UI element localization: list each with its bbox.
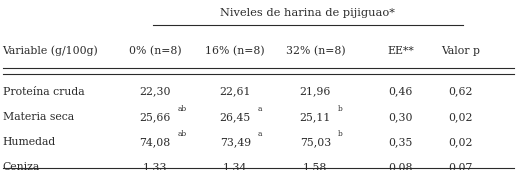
Text: 0,30: 0,30 xyxy=(388,112,413,122)
Text: 1,58: 1,58 xyxy=(303,162,328,170)
Text: 26,45: 26,45 xyxy=(220,112,251,122)
Text: 16% (n=8): 16% (n=8) xyxy=(205,46,265,56)
Text: a: a xyxy=(258,130,262,138)
Text: a: a xyxy=(258,105,262,113)
Text: ab: ab xyxy=(178,105,187,113)
Text: 22,30: 22,30 xyxy=(140,87,171,97)
Text: 1,33: 1,33 xyxy=(143,162,168,170)
Text: 21,96: 21,96 xyxy=(300,87,331,97)
Text: ab: ab xyxy=(178,130,187,138)
Text: Materia seca: Materia seca xyxy=(3,112,74,122)
Text: 74,08: 74,08 xyxy=(140,137,171,147)
Text: 0,35: 0,35 xyxy=(388,137,413,147)
Text: 73,49: 73,49 xyxy=(220,137,251,147)
Text: 0,02: 0,02 xyxy=(448,137,473,147)
Text: 75,03: 75,03 xyxy=(300,137,331,147)
Text: 32% (n=8): 32% (n=8) xyxy=(285,46,345,56)
Text: 25,11: 25,11 xyxy=(300,112,331,122)
Text: 0,46: 0,46 xyxy=(388,87,413,97)
Text: 0% (n=8): 0% (n=8) xyxy=(129,46,181,56)
Text: Niveles de harina de pijiguao*: Niveles de harina de pijiguao* xyxy=(220,8,395,18)
Text: 25,66: 25,66 xyxy=(140,112,171,122)
Text: 1,34: 1,34 xyxy=(223,162,248,170)
Text: Humedad: Humedad xyxy=(3,137,56,147)
Text: EE**: EE** xyxy=(387,46,414,56)
Text: 22,61: 22,61 xyxy=(220,87,251,97)
Text: 0,08: 0,08 xyxy=(388,162,413,170)
Text: Proteína cruda: Proteína cruda xyxy=(3,87,84,97)
Text: 0,62: 0,62 xyxy=(448,87,473,97)
Text: Valor p: Valor p xyxy=(440,46,480,56)
Text: 0,02: 0,02 xyxy=(448,112,473,122)
Text: Variable (g/100g): Variable (g/100g) xyxy=(3,46,98,56)
Text: b: b xyxy=(338,130,343,138)
Text: 0,07: 0,07 xyxy=(448,162,473,170)
Text: b: b xyxy=(338,105,343,113)
Text: Ceniza: Ceniza xyxy=(3,162,40,170)
